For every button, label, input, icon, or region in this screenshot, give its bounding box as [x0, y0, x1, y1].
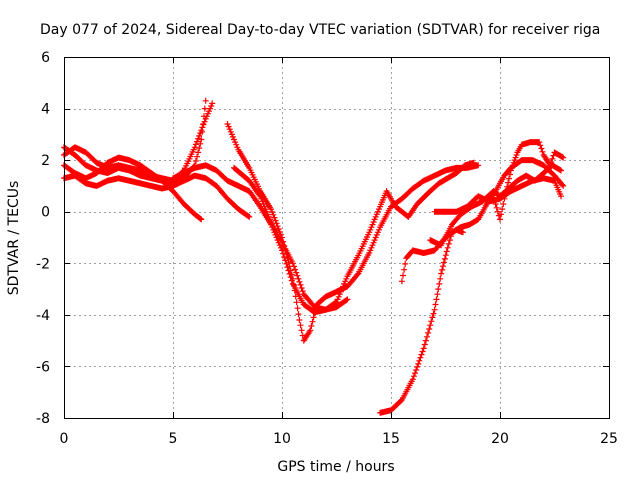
x-tick-label: 20 — [491, 431, 509, 447]
x-tick-label: 0 — [60, 431, 69, 447]
data-points — [61, 97, 567, 416]
y-tick-label: 4 — [41, 102, 50, 118]
y-tick-label: -2 — [36, 256, 50, 272]
x-tick-label: 5 — [169, 431, 178, 447]
series-track-12 — [431, 175, 564, 215]
y-tick-label: 0 — [41, 205, 50, 221]
data-point-markers — [377, 157, 567, 416]
series-track-7 — [231, 159, 477, 313]
data-point-markers — [231, 159, 477, 313]
data-point-markers — [492, 139, 567, 223]
x-tick-label: 10 — [273, 431, 291, 447]
grid — [64, 57, 609, 418]
series-track-11 — [492, 139, 567, 223]
data-point-markers — [170, 162, 351, 316]
chart-title: Day 077 of 2024, Sidereal Day-to-day VTE… — [40, 22, 600, 38]
y-tick-label: 2 — [41, 153, 50, 169]
series-track-8 — [377, 157, 567, 416]
data-point-markers — [398, 226, 466, 285]
series-track-5 — [170, 162, 351, 316]
series-track-9 — [398, 226, 466, 285]
y-tick-label: -8 — [36, 411, 50, 427]
y-tick-label: 6 — [41, 50, 50, 66]
data-point-markers — [431, 175, 564, 215]
plot-frame — [64, 57, 610, 419]
y-tick-label: -4 — [36, 308, 50, 324]
x-tick-label: 15 — [382, 431, 400, 447]
y-tick-label: -6 — [36, 359, 50, 375]
y-axis-label: SDTVAR / TECUs — [6, 181, 22, 296]
x-tick-label: 25 — [600, 431, 618, 447]
data-point-markers — [224, 121, 482, 344]
series-track-6 — [224, 121, 482, 344]
x-axis-label: GPS time / hours — [277, 459, 394, 475]
